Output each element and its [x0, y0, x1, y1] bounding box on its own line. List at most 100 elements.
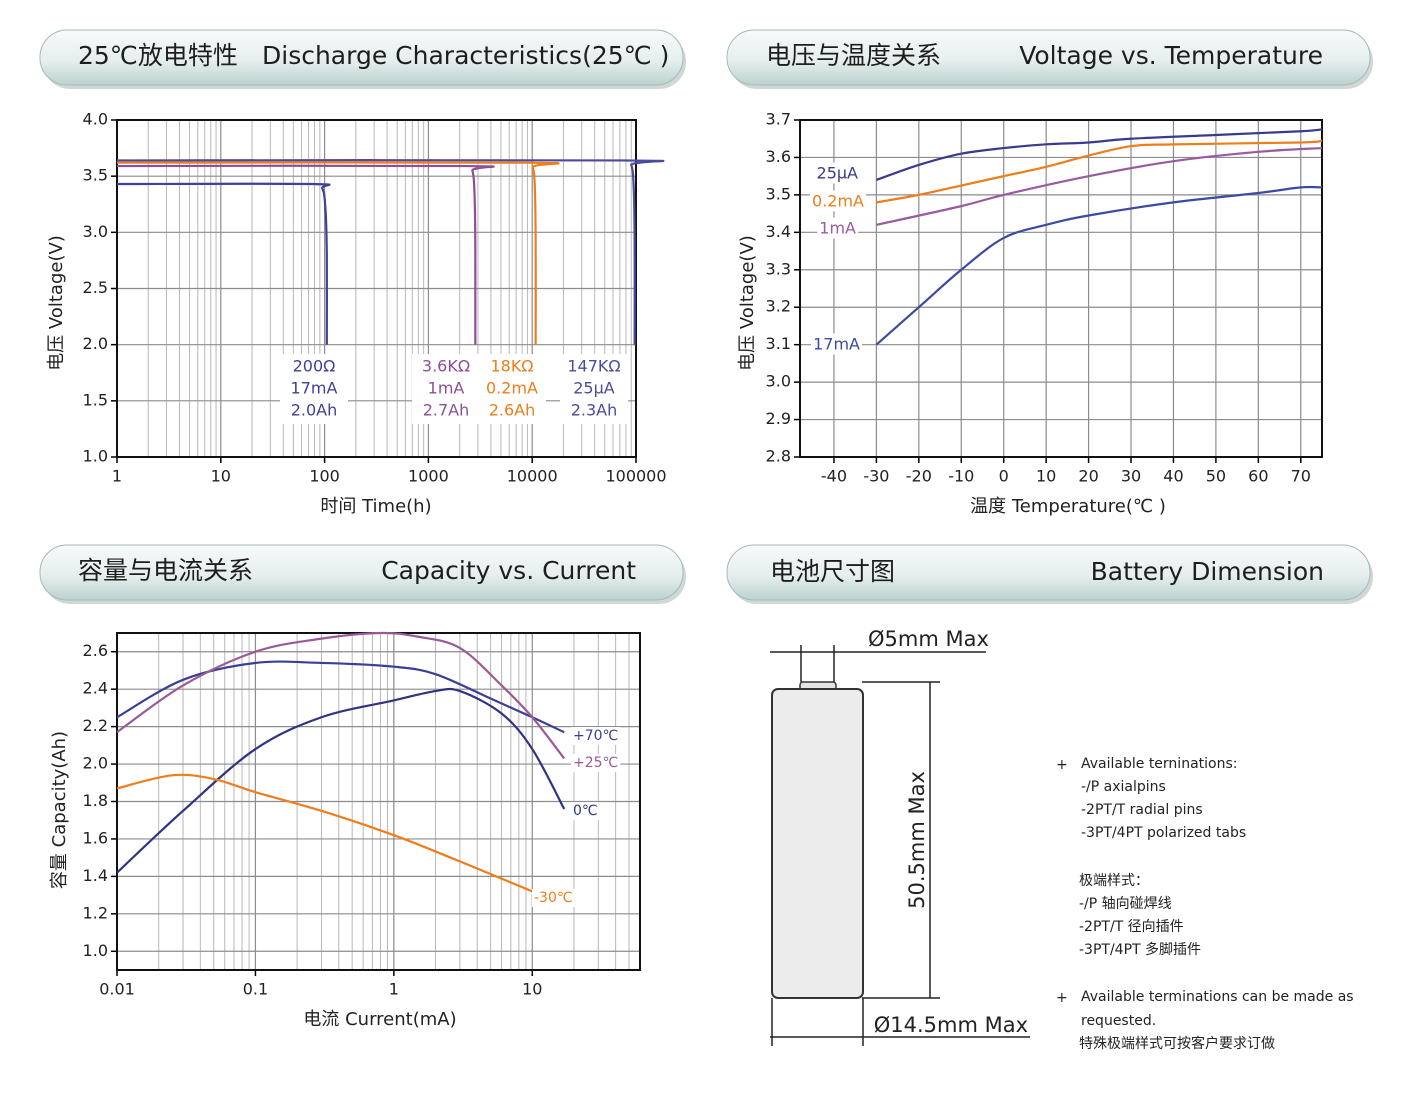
series-capacity: 2.0Ah: [291, 401, 338, 420]
series-label: -30℃: [534, 890, 573, 906]
header: [39, 29, 684, 86]
series-line: [876, 139, 1323, 204]
y-tick-label: 3.0: [83, 222, 108, 241]
series-line: [876, 128, 1323, 181]
label-box: [571, 727, 621, 745]
series-line: [116, 161, 560, 345]
x-axis-label: 温度 Temperature(℃ ): [970, 496, 1166, 517]
panel-title: 电池尺寸图: [770, 557, 895, 586]
x-tick-label: -30: [863, 467, 889, 486]
pin-diameter: Ø5mm Max: [868, 627, 989, 651]
series-label: 25μA: [817, 164, 859, 183]
y-tick-label: 2.4: [83, 679, 108, 698]
label-box: [814, 162, 861, 184]
panel-subtitle: Battery Dimension: [1091, 557, 1324, 586]
x-tick-label: 30: [1121, 467, 1141, 486]
plot-frame: [799, 119, 1323, 458]
series-label: 1mA: [819, 219, 856, 238]
x-tick-label: -10: [948, 467, 974, 486]
label-box: [811, 333, 863, 355]
y-tick-label: 3.5: [83, 166, 108, 185]
dimension-panel: 电池尺寸图 Battery Dimension Ø5mm Max 50.5mm …: [726, 544, 1373, 1052]
panel-subtitle: Voltage vs. Temperature: [1019, 41, 1323, 70]
battery-body: [771, 688, 864, 999]
y-tick-label: 3.7: [766, 110, 791, 129]
series-line: [116, 182, 331, 345]
label-box: [280, 354, 348, 424]
x-tick-label: 1: [112, 467, 122, 486]
note-line: 特殊极端样式可按客户要求订做: [1079, 1035, 1275, 1052]
note-item: -/P axialpins: [1081, 779, 1166, 795]
panel-title: 25℃放电特性: [78, 41, 238, 70]
label-box: [810, 190, 867, 212]
series-line: [116, 631, 566, 760]
y-tick-label: 1.4: [83, 866, 108, 885]
panel-title: 容量与电流关系: [78, 556, 253, 585]
y-tick-label: 3.3: [766, 259, 791, 278]
x-tick-label: -20: [906, 467, 932, 486]
x-tick-label: 10: [211, 467, 231, 486]
x-tick-label: 10000: [507, 467, 558, 486]
x-tick-label: 10: [1036, 467, 1056, 486]
label-box: [571, 802, 600, 820]
y-tick-label: 2.9: [766, 409, 791, 428]
x-axis-label: 时间 Time(h): [320, 496, 431, 517]
panel-title: 电压与温度关系: [766, 41, 941, 70]
note-item: -2PT/T radial pins: [1081, 802, 1203, 818]
y-tick-label: 1.8: [83, 791, 108, 810]
series-label: 147KΩ: [567, 357, 620, 376]
y-tick-label: 1.0: [83, 447, 108, 466]
panel-subtitle: Discharge Characteristics(25℃ ): [262, 41, 669, 70]
bullet: +: [1056, 757, 1068, 773]
y-tick-label: 2.0: [83, 334, 108, 353]
series-current: 17mA: [291, 379, 338, 398]
series-label: +25℃: [573, 755, 618, 771]
y-tick-label: 3.4: [766, 222, 791, 241]
series-label: 3.6KΩ: [422, 357, 470, 376]
label-box: [532, 889, 575, 907]
x-tick-label: 100: [309, 467, 340, 486]
x-tick-label: 100000: [605, 467, 666, 486]
x-tick-label: 10: [522, 980, 542, 999]
x-tick-label: 0.1: [243, 980, 268, 999]
series-line: [875, 185, 1323, 346]
series-line: [116, 660, 565, 734]
series-label: 18KΩ: [490, 357, 533, 376]
x-tick-label: -40: [821, 467, 847, 486]
label-box: [478, 354, 546, 424]
label-box: [817, 217, 859, 239]
plot-frame: [116, 119, 637, 458]
x-tick-label: 1: [389, 980, 399, 999]
x-tick-label: 40: [1163, 467, 1183, 486]
label-box: [571, 754, 621, 772]
chart-panel: 25℃放电特性 Discharge Characteristics(25℃ )1 1…: [39, 29, 686, 517]
note-line: Available terminations can be made as: [1081, 989, 1354, 1005]
header: [39, 544, 684, 601]
note-item: -3PT/4PT polarized tabs: [1081, 825, 1246, 841]
diameter: Ø14.5mm Max: [874, 1013, 1028, 1037]
y-tick-label: 3.1: [766, 334, 791, 353]
series-line: [876, 146, 1323, 226]
note-line: requested.: [1081, 1013, 1156, 1029]
y-tick-label: 1.6: [83, 828, 108, 847]
x-axis-label: 电流 Current(mA): [303, 1009, 456, 1030]
x-tick-label: 0.01: [99, 980, 135, 999]
dimension-lines: [770, 645, 1030, 1046]
y-tick-label: 1.5: [83, 390, 108, 409]
y-tick-label: 4.0: [83, 110, 108, 129]
header: [726, 29, 1371, 86]
series-current: 0.2mA: [486, 379, 538, 398]
y-tick-label: 3.2: [766, 297, 791, 316]
x-tick-label: 60: [1248, 467, 1268, 486]
chart-panel: 容量与电流关系 Capacity vs. Current 0.01 0.1 1 10 1.0…: [39, 544, 686, 1030]
series-label: 17mA: [813, 335, 860, 354]
series-line: [116, 687, 566, 874]
series-label: 0.2mA: [812, 192, 864, 211]
label-box: [412, 354, 480, 424]
note-item: -2PT/T 径向插件: [1079, 919, 1184, 935]
chart-panel: 电压与温度关系 Voltage vs. Temperature -40 -30 -20-…: [726, 29, 1373, 517]
y-tick-label: 1.2: [83, 903, 108, 922]
series-current: 1mA: [428, 379, 465, 398]
series-label: 0℃: [573, 803, 598, 819]
